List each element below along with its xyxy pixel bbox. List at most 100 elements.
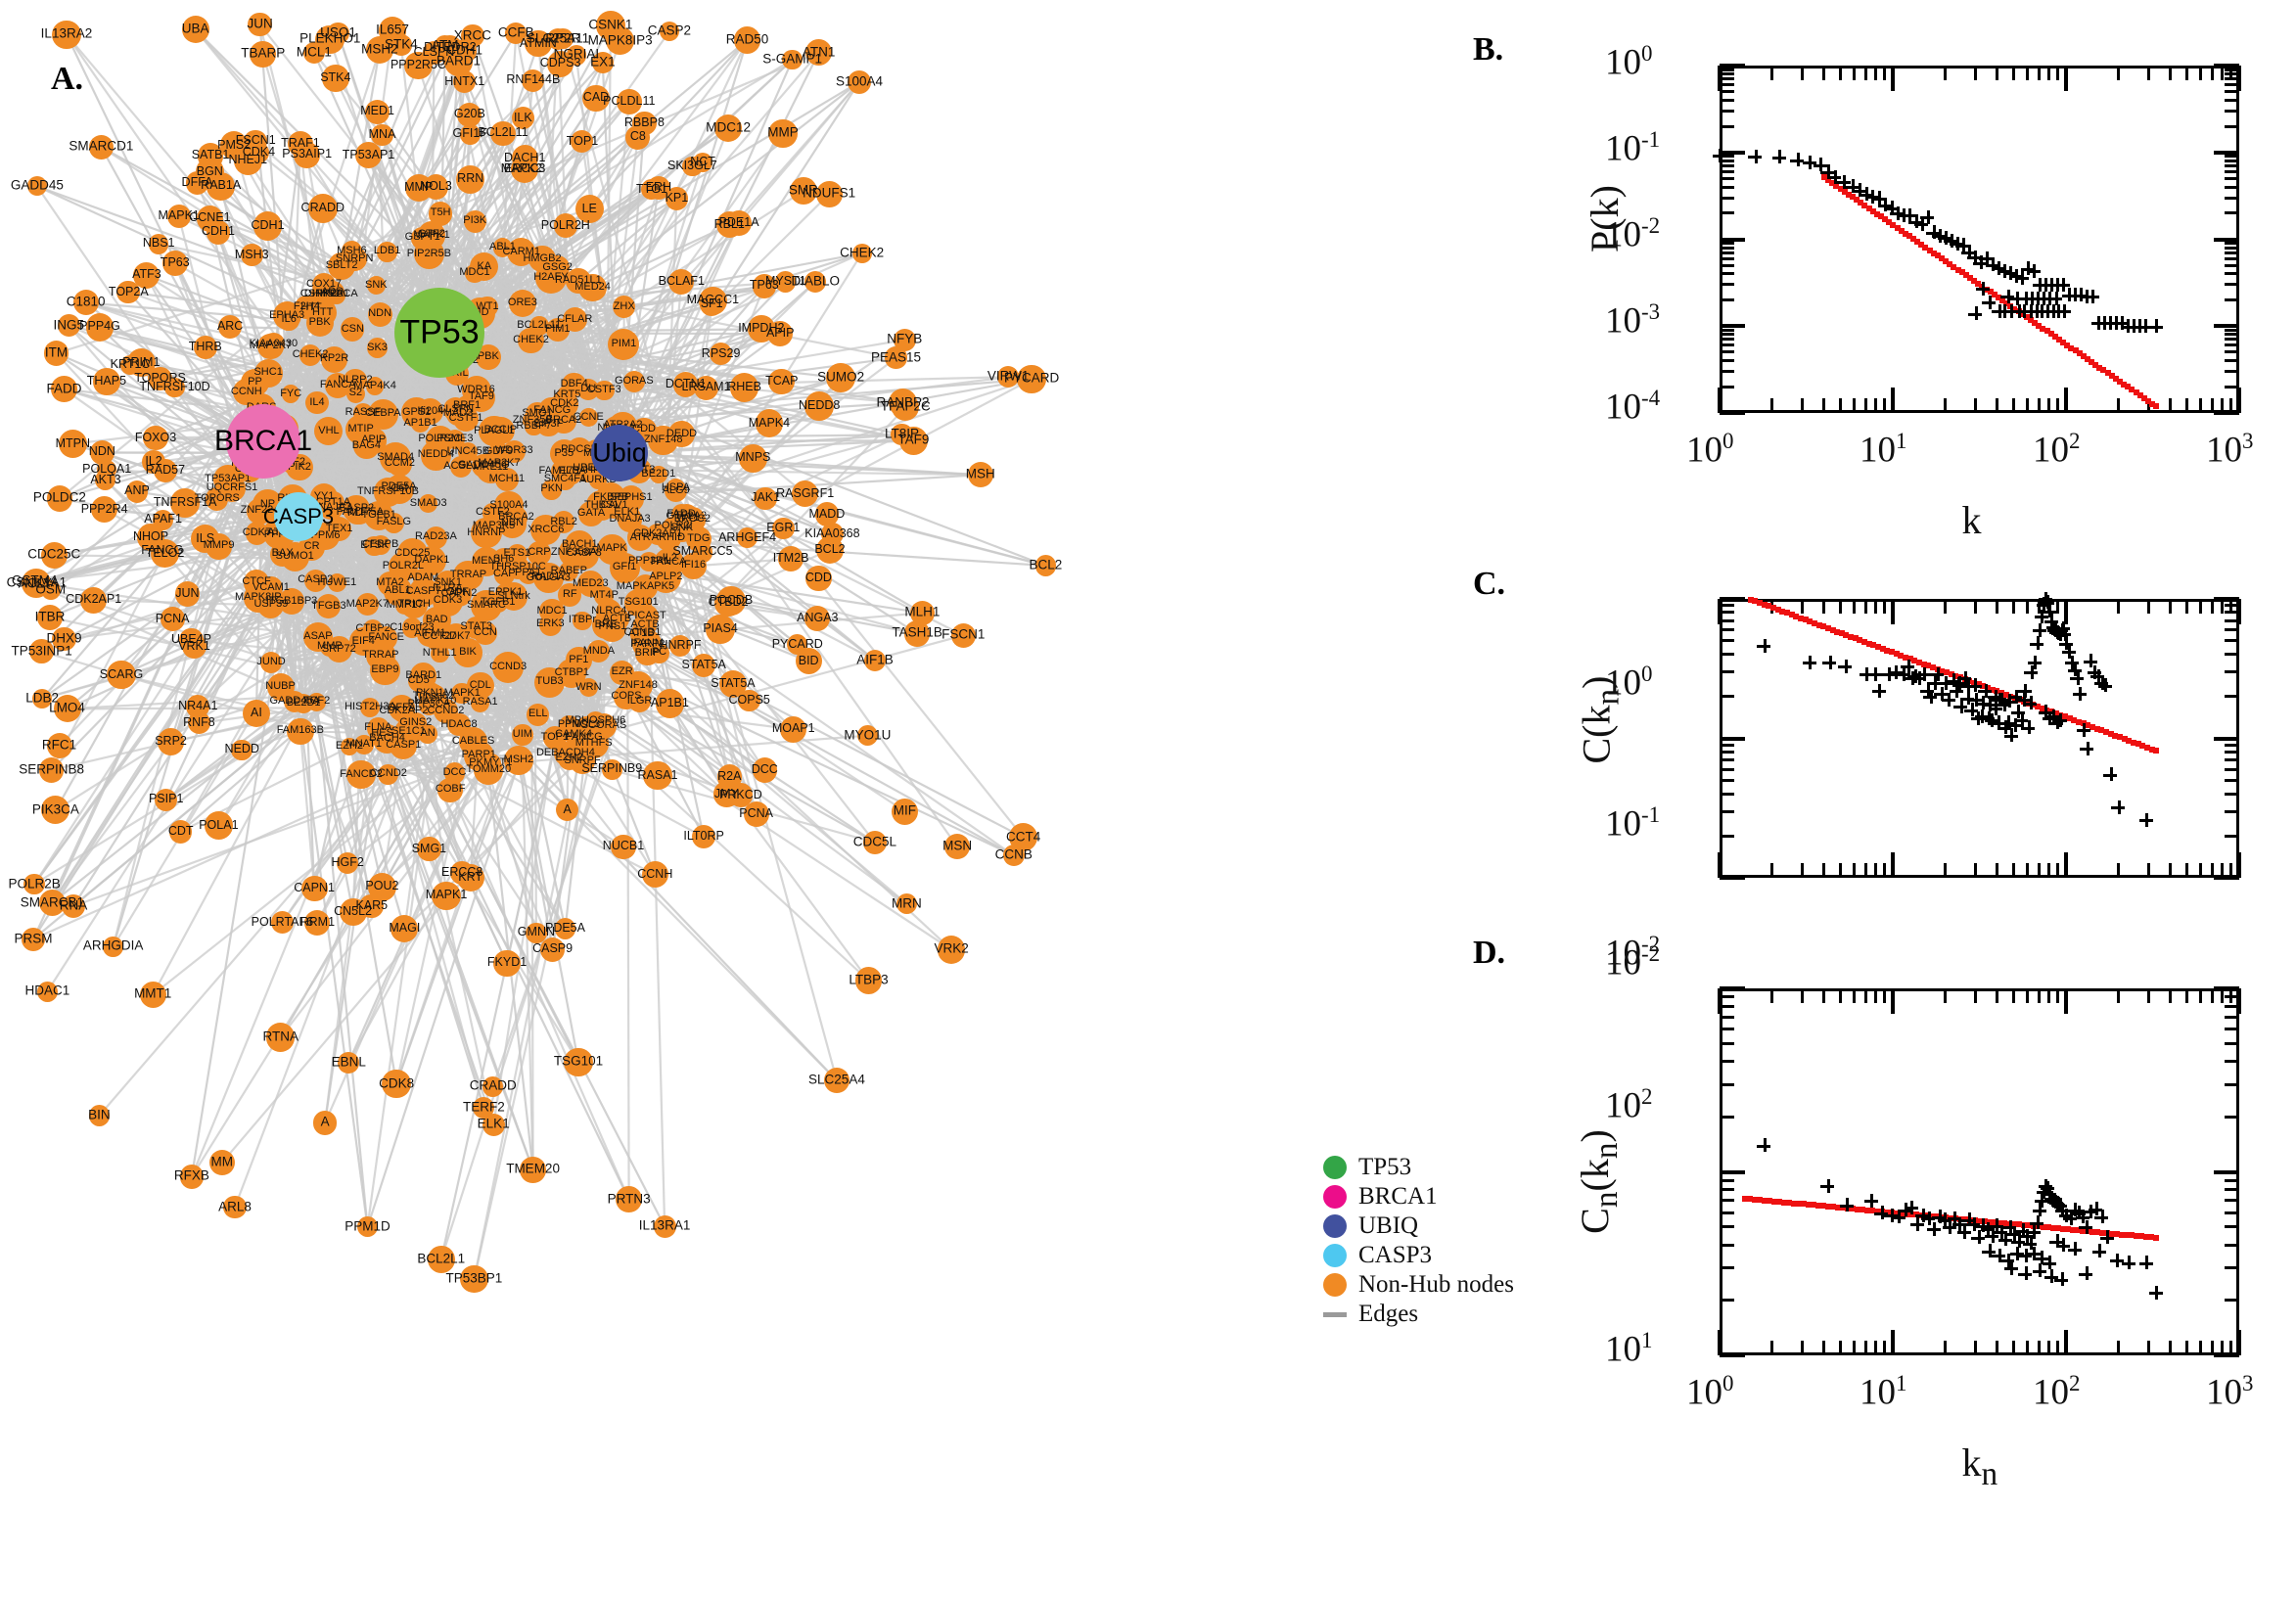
- x-tick: [1996, 1341, 1998, 1355]
- x-tick: [1891, 988, 1895, 1014]
- x-tick: [2147, 599, 2150, 614]
- data-point: [2018, 1266, 2032, 1280]
- y-tick: [2214, 876, 2239, 880]
- x-tick: [2147, 66, 2150, 80]
- x-tick: [2199, 863, 2202, 878]
- legend-item-label: UBIQ: [1358, 1212, 1418, 1240]
- network-node: [623, 371, 645, 392]
- network-node: [753, 274, 776, 297]
- network-node: [51, 376, 77, 402]
- data-point: [1920, 210, 1934, 224]
- network-node: [904, 620, 931, 647]
- x-tick: [1874, 599, 1877, 614]
- y-tick: [1720, 768, 1734, 771]
- data-point: [2079, 1220, 2092, 1234]
- network-node: [248, 13, 272, 37]
- x-tick: [1801, 1341, 1804, 1355]
- network-node: [320, 637, 340, 657]
- y-tick: [1720, 835, 1734, 838]
- panel-letter-c: C.: [1473, 566, 1505, 603]
- x-tick: [2047, 863, 2050, 878]
- legend-color-swatch: [1323, 1185, 1347, 1209]
- y-tick: [2225, 164, 2239, 167]
- y-tick: [1720, 370, 1734, 373]
- network-node: [194, 336, 217, 359]
- data-point: [1713, 149, 1726, 162]
- x-tick: [1891, 599, 1895, 624]
- network-node: [892, 799, 918, 825]
- y-tick: [2225, 619, 2239, 622]
- y-tick: [1720, 1016, 1734, 1019]
- y-tick: [1720, 177, 1734, 180]
- x-tick: [2117, 988, 2120, 1003]
- y-tick-label: 10-3: [1605, 299, 1660, 342]
- hub-node-brca1[interactable]: [226, 404, 300, 479]
- y-tick: [2225, 670, 2239, 673]
- network-node: [278, 310, 299, 332]
- network-node: [244, 583, 273, 613]
- hub-node-casp3[interactable]: [274, 492, 323, 541]
- network-node: [891, 424, 912, 445]
- network-node: [437, 778, 463, 803]
- network-node: [41, 542, 68, 569]
- y-axis-title: C(kn): [1574, 676, 1628, 764]
- y-tick: [1720, 793, 1734, 796]
- network-node: [768, 119, 797, 148]
- x-tick: [2169, 863, 2172, 878]
- x-tick: [2185, 1341, 2188, 1355]
- network-node: [615, 501, 639, 526]
- network-node: [220, 131, 249, 160]
- network-node: [86, 313, 115, 342]
- y-tick: [2214, 597, 2239, 601]
- y-tick: [1720, 77, 1734, 80]
- x-tick: [1874, 988, 1877, 1003]
- network-node: [206, 487, 228, 510]
- y-tick-label: 10-1: [1605, 127, 1660, 169]
- panel-letter-a: A.: [51, 61, 83, 98]
- y-tick: [2225, 1211, 2239, 1214]
- power-law-fit-segment: [2153, 748, 2159, 754]
- network-node: [660, 22, 679, 41]
- legend-color-swatch: [1323, 1244, 1347, 1267]
- y-tick: [1720, 359, 1734, 362]
- network-node: [643, 761, 671, 790]
- network-node: [816, 181, 843, 207]
- y-tick: [2225, 793, 2239, 796]
- network-node: [380, 442, 410, 473]
- network-node: [579, 408, 598, 427]
- y-tick: [1720, 810, 1734, 813]
- x-axis-title: k: [1962, 497, 1982, 543]
- network-node: [107, 661, 136, 690]
- x-tick: [1770, 1341, 1773, 1355]
- network-node: [569, 539, 599, 570]
- network-node: [575, 195, 604, 223]
- x-tick: [2211, 599, 2214, 614]
- y-tick: [2225, 264, 2239, 267]
- y-tick: [1720, 995, 1734, 998]
- y-tick-label: 101: [1605, 1328, 1652, 1370]
- x-tick: [1974, 988, 1977, 1003]
- network-node: [656, 689, 685, 718]
- x-tick: [2012, 66, 2015, 80]
- network-node: [435, 571, 461, 597]
- network-node: [471, 590, 502, 621]
- network-node: [338, 1052, 359, 1074]
- data-point: [2094, 1210, 2108, 1223]
- y-tick: [1720, 343, 1734, 346]
- y-tick: [2225, 186, 2239, 189]
- y-tick: [2225, 338, 2239, 341]
- y-tick: [1720, 324, 1745, 328]
- data-point: [2103, 767, 2117, 781]
- network-node: [863, 831, 887, 854]
- network-node: [488, 442, 508, 462]
- network-node: [223, 1196, 246, 1218]
- y-tick: [2214, 1170, 2239, 1174]
- hub-node-ubiq[interactable]: [591, 425, 648, 481]
- network-node: [196, 158, 224, 186]
- hub-node-tp53[interactable]: [394, 288, 484, 378]
- network-node: [154, 459, 177, 482]
- y-tick: [1720, 1179, 1734, 1182]
- x-tick: [1996, 398, 1998, 413]
- panel-letter-d: D.: [1473, 935, 1505, 972]
